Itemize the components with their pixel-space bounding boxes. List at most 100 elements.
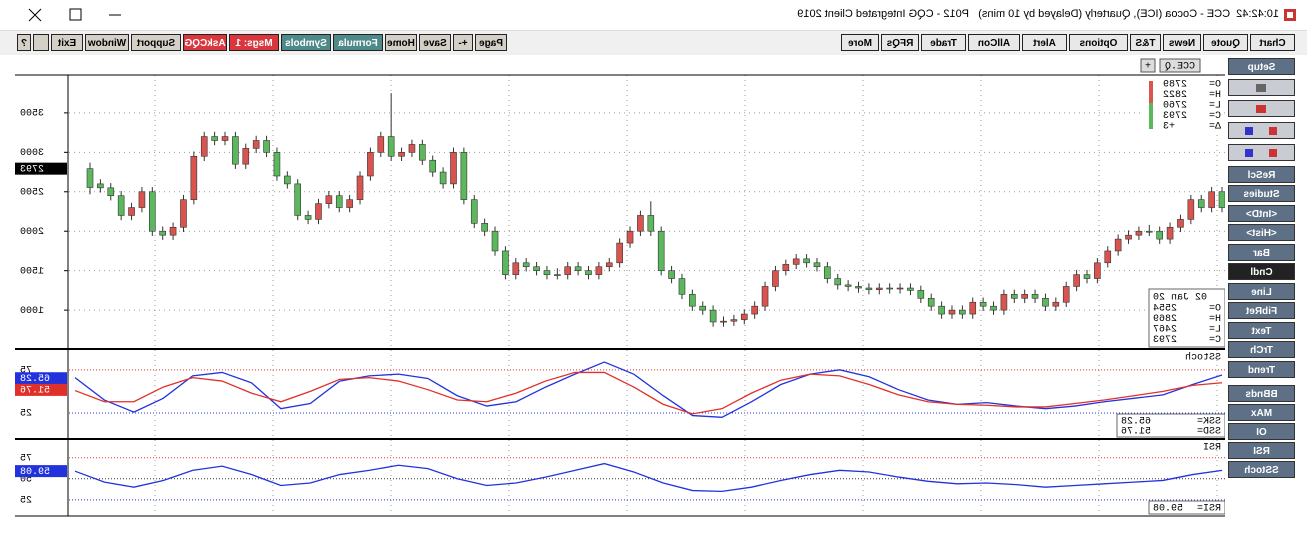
toolbar-button[interactable]: Msgs: 1 (229, 34, 279, 51)
last-price-label: 2793 (20, 164, 44, 175)
toolbar-button[interactable]: Formula (333, 34, 383, 51)
toolbar-button[interactable]: ? (17, 34, 31, 51)
toolbar-button[interactable]: AskCQG (183, 34, 227, 51)
candle-body (1187, 199, 1195, 220)
side-button[interactable]: RSI (1228, 442, 1295, 459)
candle-body (647, 215, 655, 232)
ohlc-value: 2760 (1163, 101, 1187, 112)
side-button[interactable]: BBnds (1228, 385, 1295, 402)
panel-title: SStoch (1185, 352, 1221, 364)
panel-title: RSI (1203, 443, 1221, 454)
side-button[interactable]: Trend (1228, 361, 1295, 378)
candle-body (200, 136, 208, 157)
candle-body (1000, 294, 1008, 311)
toolbar-button[interactable]: Window (85, 34, 129, 51)
side-button[interactable]: Bar (1228, 244, 1295, 261)
candle-body (294, 183, 302, 216)
y-tick-label: 1500 (20, 266, 44, 277)
candle-body (1021, 294, 1028, 299)
candle-body (180, 199, 187, 228)
readout-label: SSD= (1197, 427, 1221, 438)
candle-body (1125, 234, 1132, 240)
ohlc-label: O= (1209, 80, 1221, 91)
toolbar-button[interactable]: News (1163, 34, 1201, 51)
toolbar-button[interactable]: Exit (51, 34, 83, 51)
ohlc-label: Δ= (1209, 122, 1221, 133)
window-controls[interactable] (7, 0, 127, 30)
candle-body (886, 287, 893, 290)
candle-body (533, 266, 540, 271)
side-icon-button[interactable] (1228, 100, 1295, 117)
ohlc-value: 2789 (1163, 80, 1187, 91)
candle-body (159, 230, 166, 236)
toolbar-button[interactable]: Home (385, 34, 417, 51)
side-icon-button[interactable] (1228, 122, 1295, 139)
candle-body (751, 305, 758, 315)
toolbar-button[interactable]: More (841, 34, 879, 51)
candle-body (1062, 286, 1070, 303)
symbol-tab (1159, 58, 1201, 73)
toolbar-button[interactable]: Alert (1022, 34, 1067, 51)
candle-body (190, 155, 198, 200)
toolbar-button[interactable]: T&S (1130, 34, 1161, 51)
toolbar-button[interactable]: Options (1069, 34, 1128, 51)
toolbar-button[interactable]: Save (419, 34, 451, 51)
side-button[interactable]: <Hist> (1228, 224, 1295, 241)
toolbar-button[interactable]: Trade (921, 34, 966, 51)
candle-body (543, 270, 551, 275)
y-tick-label: 3500 (20, 109, 44, 120)
toolbar-button[interactable]: Support (131, 34, 181, 51)
ohlc-icon (1149, 103, 1153, 129)
value-marker-label: 59.08 (20, 467, 50, 478)
ohlc-value: +3 (1163, 122, 1175, 133)
y-tick-label: 75 (20, 453, 32, 464)
candle-body (782, 264, 790, 271)
side-button[interactable]: SStoch (1228, 461, 1295, 478)
candle-body (470, 199, 478, 224)
toolbar-button[interactable]: Symbols (281, 34, 331, 51)
toolbar-button[interactable]: Page (475, 34, 507, 51)
toolbar-button[interactable]: RFQs (881, 34, 919, 51)
value-marker-label: 65.28 (20, 374, 50, 385)
candle-body (86, 168, 94, 188)
print-button[interactable] (33, 34, 49, 51)
side-button[interactable]: Text (1228, 322, 1295, 339)
candle-body (813, 262, 821, 268)
readout-label: SSK= (1197, 417, 1221, 428)
candle-body (169, 226, 177, 236)
data-box-label: L= (1209, 325, 1221, 336)
candle-body (439, 171, 447, 185)
side-button[interactable]: Studies (1228, 185, 1295, 202)
side-button[interactable]: Line (1228, 283, 1295, 300)
side-button[interactable]: ReScl (1228, 166, 1295, 183)
side-button[interactable]: OI (1228, 423, 1295, 440)
candle-body (1083, 274, 1091, 279)
toolbar-button[interactable]: AllCon (968, 34, 1020, 51)
toolbar-button[interactable]: Quote (1203, 34, 1248, 51)
toolbar-button[interactable]: Chart (1250, 34, 1295, 51)
candle-body (875, 287, 883, 290)
candle-body (107, 187, 115, 197)
candle-body (772, 270, 779, 287)
candle-body (959, 309, 966, 315)
side-button[interactable]: FibRet (1228, 302, 1295, 319)
side-icon-button[interactable] (1228, 144, 1295, 161)
side-button[interactable]: <IntD> (1228, 205, 1295, 222)
side-button[interactable]: Cndl (1228, 263, 1295, 280)
side-button[interactable]: TrCh (1228, 341, 1295, 358)
toolbar-button[interactable]: +- (453, 34, 473, 51)
candle-body (554, 274, 561, 276)
side-button[interactable]: Setup (1228, 58, 1295, 75)
side-button[interactable]: MAx (1228, 404, 1295, 421)
candle-body (720, 320, 727, 323)
side-icon-button[interactable] (1228, 79, 1295, 96)
data-box (1148, 288, 1225, 348)
candle-body (616, 242, 623, 264)
readout-value: 59.08 (1153, 504, 1183, 515)
candle-body (429, 159, 437, 173)
candle-body (1031, 294, 1039, 299)
readout-label: RSI= (1197, 504, 1221, 515)
candle-body (792, 258, 800, 265)
data-box-value: 2467 (1153, 325, 1177, 336)
indicator-line (74, 371, 1223, 415)
